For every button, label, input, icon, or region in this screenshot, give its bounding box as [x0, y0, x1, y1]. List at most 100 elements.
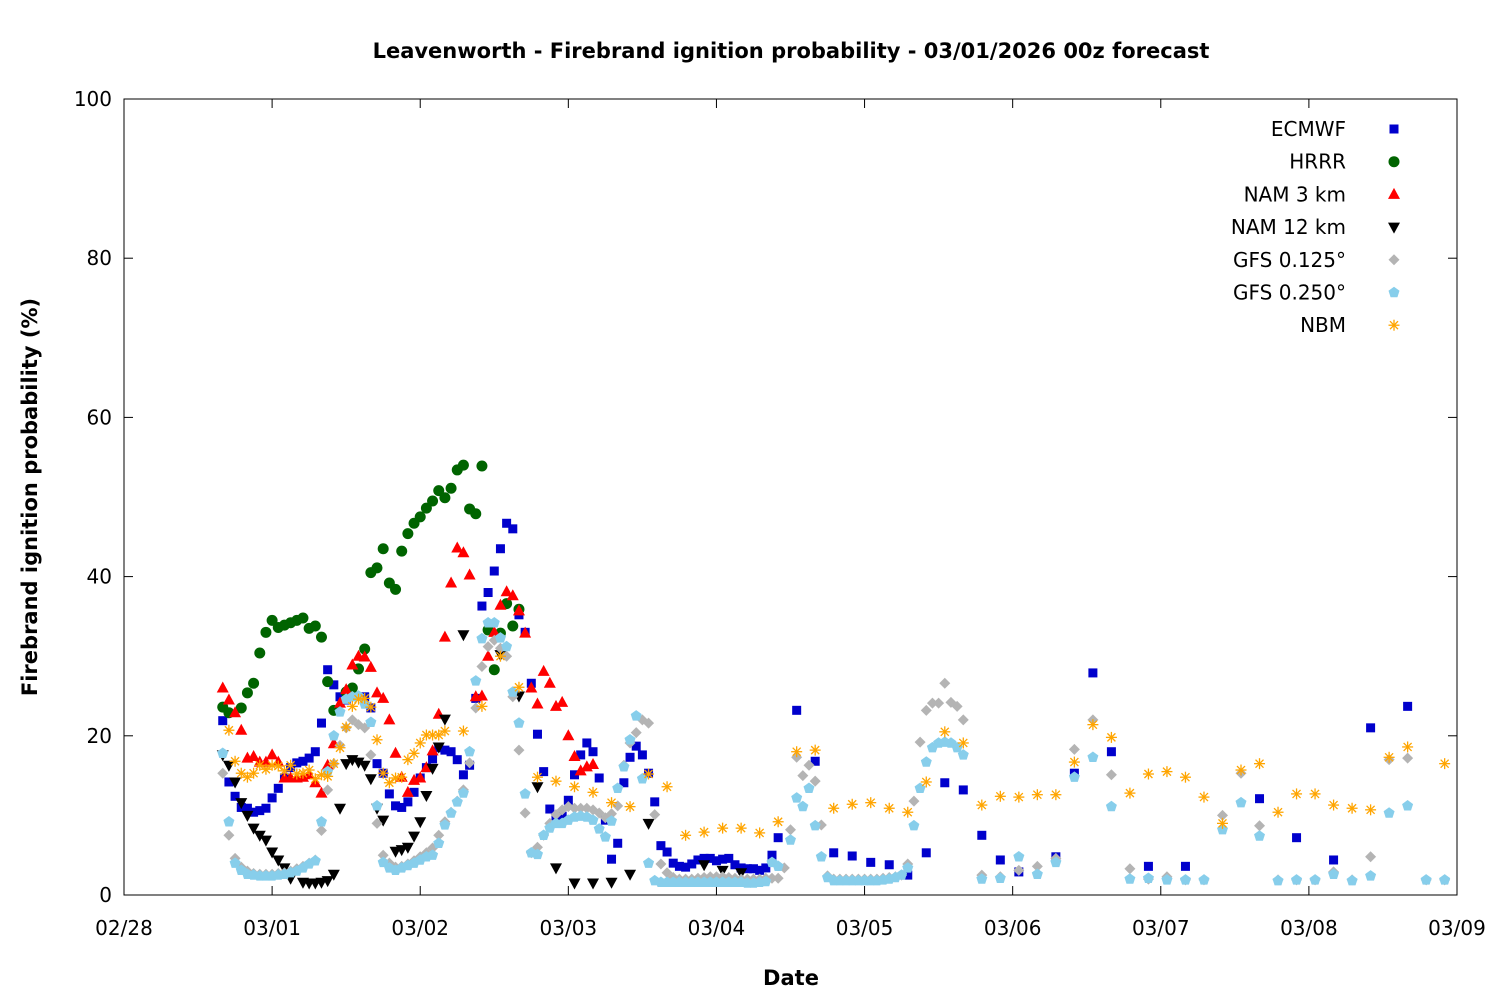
data-point-gfs-0-125	[433, 829, 445, 841]
data-point-nbm	[1124, 787, 1136, 799]
data-point-nbm	[365, 701, 377, 713]
data-point-gfs-0-125	[1105, 769, 1117, 781]
data-point-gfs-0-250	[1272, 874, 1284, 886]
data-point-gfs-0-125	[482, 641, 494, 653]
data-point-ecmwf	[730, 860, 740, 870]
data-point-nbm	[229, 755, 241, 767]
data-point-nbm	[1383, 751, 1395, 763]
data-point-nam-3-km	[549, 699, 562, 711]
data-point-gfs-0-250	[532, 848, 543, 860]
data-point-gfs-0-250	[624, 734, 636, 745]
data-point-nbm	[254, 759, 266, 771]
y-axis-label: Firebrand ignition probability (%)	[18, 298, 42, 696]
data-point-hrrr	[414, 511, 426, 523]
data-point-nbm	[340, 721, 352, 733]
data-point-nbm	[494, 650, 506, 662]
data-point-gfs-0-250	[427, 849, 439, 860]
data-point-nbm	[1309, 788, 1321, 800]
data-point-gfs-0-250	[451, 796, 463, 807]
data-point-nbm	[303, 764, 315, 776]
data-point-ecmwf	[607, 854, 617, 864]
data-point-nam-3-km	[216, 681, 229, 693]
x-tick-label: 03/07	[1132, 916, 1190, 940]
data-point-ecmwf	[674, 861, 684, 871]
data-point-ecmwf	[403, 797, 413, 807]
data-point-ecmwf	[582, 738, 592, 748]
data-point-nam-3-km	[364, 660, 377, 672]
data-point-nam-3-km	[574, 764, 587, 776]
data-point-nam-12-km	[414, 817, 427, 829]
data-point-nam-3-km	[543, 676, 556, 688]
data-point-gfs-0-125	[519, 807, 531, 819]
data-point-hrrr	[254, 647, 266, 659]
data-point-nbm	[272, 760, 284, 772]
data-point-gfs-0-125	[1402, 752, 1414, 764]
data-point-nam-3-km	[333, 696, 346, 708]
data-point-nbm	[680, 829, 692, 841]
data-point-gfs-0-250	[994, 872, 1006, 883]
data-point-gfs-0-125	[575, 802, 587, 814]
data-point-ecmwf	[570, 770, 580, 780]
data-point-ecmwf	[847, 851, 857, 861]
data-point-nam-3-km	[506, 589, 519, 601]
data-point-hrrr	[377, 543, 389, 555]
data-point-nbm	[396, 771, 408, 783]
data-point-ecmwf	[1403, 701, 1413, 711]
data-point-ecmwf	[631, 741, 641, 751]
data-point-ecmwf	[440, 745, 450, 755]
data-point-nbm	[513, 681, 525, 693]
data-point-gfs-0-250	[951, 741, 963, 753]
data-point-hrrr	[420, 502, 432, 514]
data-point-nam-12-km	[222, 760, 235, 772]
x-axis-label: Date	[763, 966, 819, 990]
data-point-gfs-0-125	[655, 858, 667, 870]
data-point-nbm	[285, 759, 297, 771]
data-point-gfs-0-250	[785, 834, 796, 845]
data-point-ecmwf	[718, 854, 728, 864]
data-point-nam-3-km	[568, 749, 581, 761]
data-point-ecmwf	[940, 778, 950, 788]
x-tick-label: 03/09	[1428, 916, 1486, 940]
data-point-gfs-0-250	[457, 787, 469, 798]
data-point-gfs-0-250	[334, 706, 346, 717]
data-point-nbm	[1068, 756, 1080, 768]
data-point-hrrr	[470, 508, 482, 520]
data-point-hrrr	[390, 583, 402, 595]
data-point-gfs-0-125	[643, 717, 655, 729]
legend-marker-gfs-0-125	[1388, 254, 1400, 266]
data-point-nbm	[328, 758, 340, 770]
data-point-ecmwf	[866, 857, 876, 867]
data-point-hrrr	[371, 562, 383, 574]
data-point-ecmwf	[495, 544, 505, 554]
data-point-nam-3-km	[426, 744, 439, 756]
data-point-gfs-0-250	[309, 855, 321, 866]
data-point-ecmwf	[563, 795, 573, 805]
data-point-nam-3-km	[512, 604, 525, 616]
data-point-ecmwf	[397, 802, 407, 812]
x-tick-label: 03/04	[688, 916, 746, 940]
data-point-gfs-0-250	[488, 617, 500, 628]
data-point-ecmwf	[249, 807, 259, 817]
data-point-hrrr	[322, 676, 334, 688]
data-point-ecmwf	[316, 718, 326, 728]
data-point-hrrr	[235, 702, 247, 714]
data-point-nam-12-km	[401, 842, 414, 854]
data-point-nam-12-km	[605, 877, 618, 889]
data-point-hrrr	[309, 620, 321, 632]
data-point-nam-3-km	[494, 598, 507, 610]
data-point-gfs-0-250	[1291, 874, 1303, 885]
data-point-nbm	[1291, 788, 1303, 800]
data-point-gfs-0-125	[223, 829, 235, 841]
data-point-nbm	[241, 771, 253, 783]
data-point-nbm	[1013, 791, 1025, 803]
data-point-nam-3-km	[377, 691, 390, 703]
data-point-nbm	[260, 763, 272, 775]
data-point-gfs-0-250	[1328, 868, 1340, 879]
data-point-gfs-0-250	[1142, 872, 1154, 883]
data-point-gfs-0-250	[760, 875, 772, 887]
data-point-nam-12-km	[364, 774, 377, 786]
data-point-nam-12-km	[568, 878, 581, 890]
data-point-gfs-0-125	[926, 697, 938, 709]
data-point-gfs-0-250	[606, 815, 617, 826]
data-point-gfs-0-125	[803, 759, 815, 771]
